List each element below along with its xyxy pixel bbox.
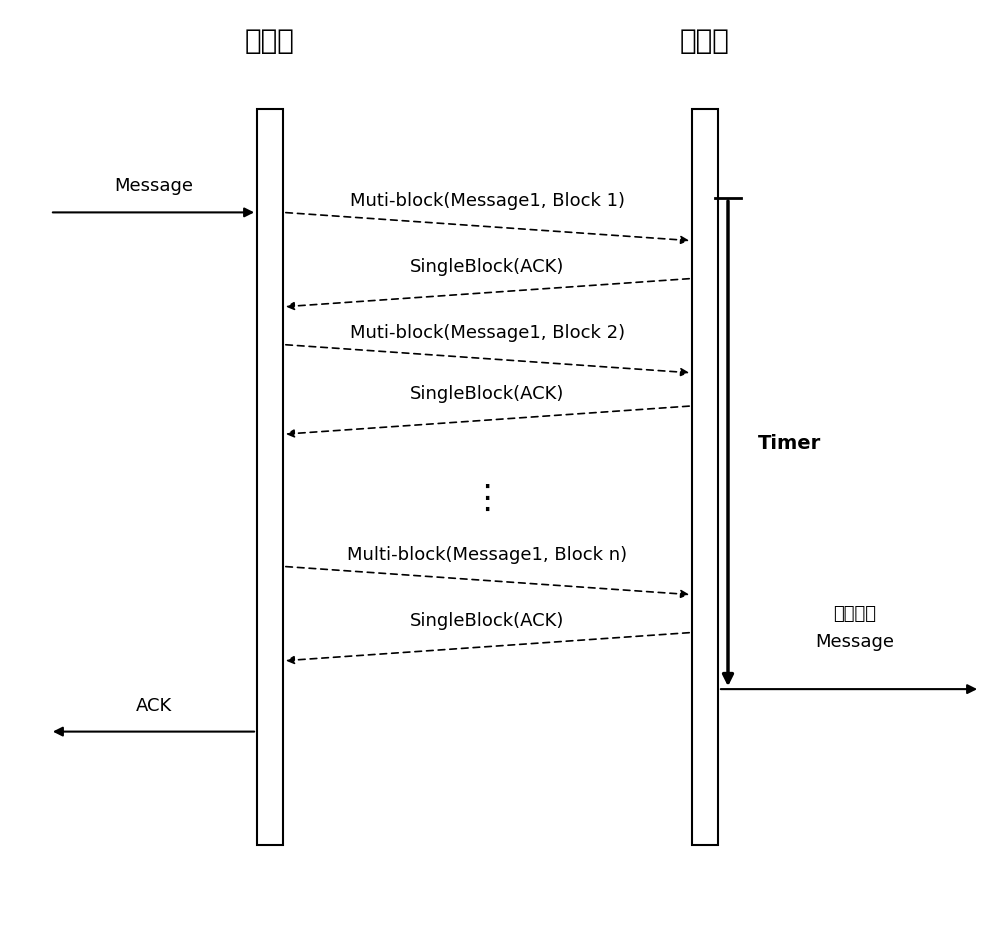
Text: Message: Message [114,177,193,195]
Text: Multi-block(Message1, Block n): Multi-block(Message1, Block n) [347,546,628,564]
Bar [257,109,283,845]
Text: 接收端: 接收端 [680,26,730,55]
Text: SingleBlock(ACK): SingleBlock(ACK) [410,385,565,403]
Text: Timer: Timer [758,434,821,453]
Text: ⋮: ⋮ [470,482,504,514]
Text: Message: Message [816,632,895,651]
Text: ACK: ACK [135,697,172,715]
Text: 发送端: 发送端 [245,26,295,55]
Text: Muti-block(Message1, Block 1): Muti-block(Message1, Block 1) [350,192,625,210]
Text: SingleBlock(ACK): SingleBlock(ACK) [410,258,565,276]
Text: Muti-block(Message1, Block 2): Muti-block(Message1, Block 2) [350,324,625,342]
Text: SingleBlock(ACK): SingleBlock(ACK) [410,612,565,630]
Bar [692,109,718,845]
Text: 消息重组: 消息重组 [834,604,876,623]
